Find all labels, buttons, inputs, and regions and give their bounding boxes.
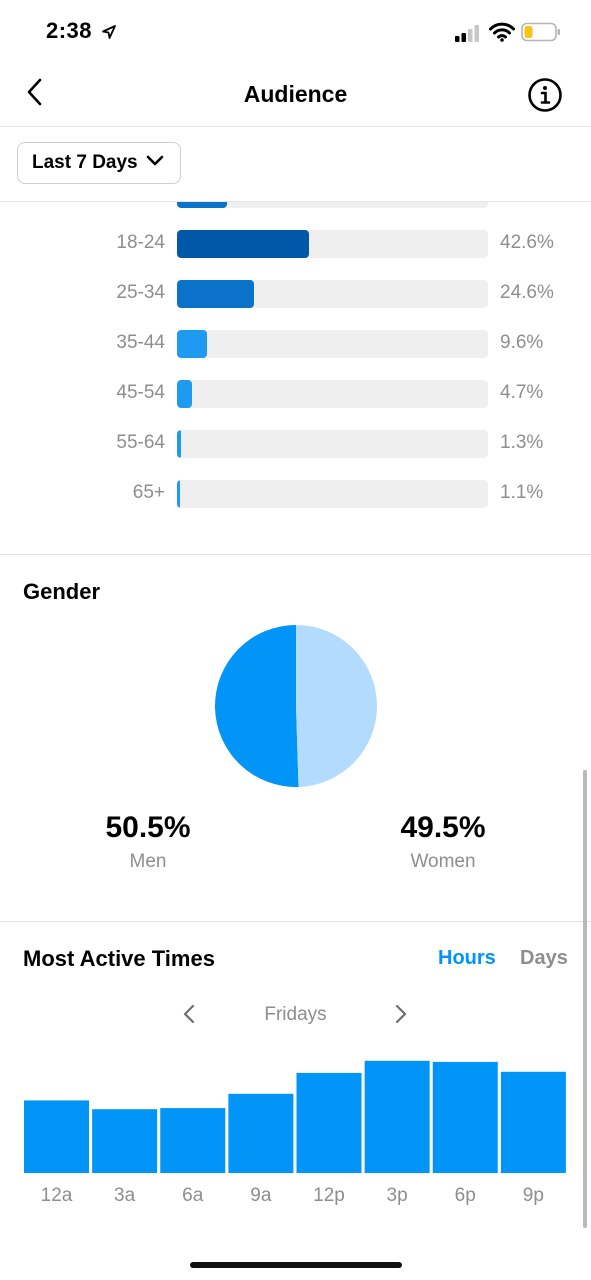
age-range-bar-track [177,430,488,458]
age-range-bar-fill [177,480,181,508]
info-icon [527,78,563,117]
most-active-times-section: Most Active Times Hours Days Fridays 12a… [0,922,591,1222]
hour-bar[interactable] [500,1071,566,1173]
age-range-bar-track [177,202,488,208]
hour-bar[interactable] [24,1100,89,1173]
age-range-bar-track [177,330,488,358]
hour-tick-label: 12p [313,1185,345,1206]
age-range-percent: 9.6% [500,332,544,353]
scroll-indicator[interactable] [583,770,587,1228]
tab-days[interactable]: Days [520,947,568,969]
hour-tick-label: 6a [182,1185,204,1206]
hour-bar[interactable] [228,1093,294,1173]
age-range-row: 13-17 [0,202,591,208]
gender-title: Gender [23,579,101,604]
age-range-label: 25-34 [116,282,165,303]
age-range-label: 45-54 [116,382,165,403]
chevron-left-icon [25,77,45,112]
chevron-right-icon [386,1004,414,1032]
women-label: Women [410,851,476,872]
hour-bar[interactable] [296,1072,362,1173]
age-range-label: 35-44 [116,332,165,353]
filter-row: Last 7 Days [0,127,591,202]
page-title: Audience [243,81,348,107]
age-range-section: 13-1718-2442.6%25-3424.6%35-449.6%45-544… [0,202,591,555]
age-range-bar-track [177,480,488,508]
next-day-button[interactable] [386,1000,414,1028]
chevron-down-icon [146,154,164,172]
cellular-signal-icon [455,24,483,47]
hour-tick-label: 3a [114,1185,136,1206]
age-range-bar-fill [177,230,310,258]
wifi-icon [489,22,515,47]
men-stat: 50.5% Men [48,811,248,873]
hour-bar[interactable] [92,1109,158,1173]
home-indicator[interactable] [190,1262,402,1268]
age-range-percent: 4.7% [500,382,544,403]
age-range-bar-fill [177,430,182,458]
age-range-row: 65+ 1.1% [0,480,591,508]
age-range-bar-track [177,380,488,408]
age-range-bar-fill [177,280,254,308]
age-range-bar-fill [177,202,227,208]
age-range-bar-track [177,230,488,258]
tab-hours[interactable]: Hours [438,947,496,969]
age-range-label: 55-64 [116,432,165,453]
nav-header: Audience [0,64,591,127]
age-range-row: 45-54 4.7% [0,380,591,408]
age-range-bar-fill [177,330,207,358]
hour-tick-label: 9a [250,1185,272,1206]
hours-bar-chart: 12a 3a 6a 9a 12p 3p 6p 9p [24,1060,566,1206]
age-range-percent: 1.1% [500,482,544,503]
hour-tick-label: 12a [41,1185,73,1206]
date-range-label: Last 7 Days [32,152,138,173]
back-button[interactable] [18,74,52,114]
pie-slice-men [214,625,299,787]
age-range-percent: 24.6% [500,282,554,303]
date-range-dropdown[interactable]: Last 7 Days [17,142,181,184]
hour-bar[interactable] [364,1060,430,1173]
pie-slice-women [296,625,377,787]
info-button[interactable] [527,77,563,113]
age-range-label: 13-17 [116,202,165,204]
hour-bar[interactable] [160,1108,226,1173]
status-time: 2:38 [46,18,93,43]
hour-tick-label: 6p [455,1185,476,1206]
chevron-left-icon [176,1004,204,1032]
women-percent: 49.5% [400,811,486,844]
hour-bar[interactable] [432,1061,498,1173]
men-percent: 50.5% [105,811,191,844]
women-stat: 49.5% Women [343,811,543,873]
status-bar: 2:38 [0,0,591,64]
location-arrow-icon [101,24,117,45]
hour-tick-label: 9p [523,1185,544,1206]
gender-pie-chart [214,625,377,787]
selected-day-label: Fridays [264,1004,327,1025]
age-range-bar-track [177,280,488,308]
gender-section: Gender 50.5% Men 49.5% Women [0,555,591,922]
previous-day-button[interactable] [176,1000,204,1028]
age-range-label: 65+ [132,482,165,503]
hour-tick-label: 3p [387,1185,408,1206]
age-range-percent: 42.6% [500,232,554,253]
men-label: Men [129,851,167,872]
age-range-row: 25-34 24.6% [0,280,591,308]
age-range-bar-fill [177,380,192,408]
age-range-label: 18-24 [116,232,165,253]
age-range-row: 35-44 9.6% [0,330,591,358]
most-active-times-title: Most Active Times [23,946,215,971]
age-range-row: 18-24 42.6% [0,230,591,258]
battery-icon [521,22,561,47]
age-range-row: 55-64 1.3% [0,430,591,458]
age-range-percent: 1.3% [500,432,544,453]
